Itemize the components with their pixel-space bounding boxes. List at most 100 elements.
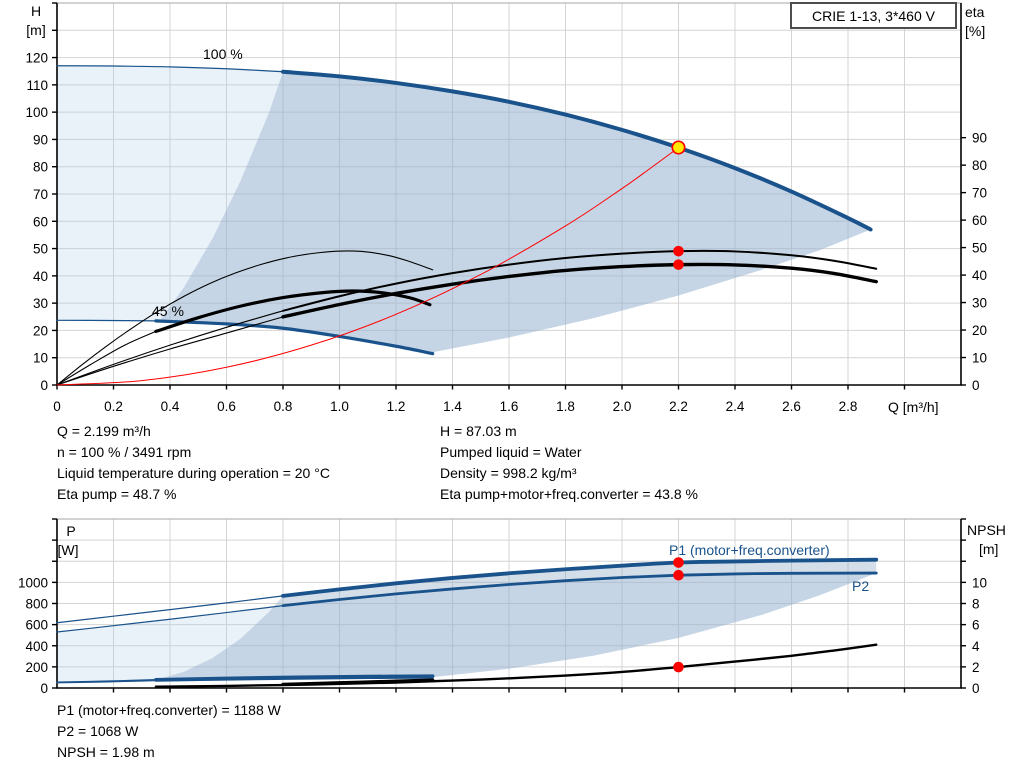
y-right-tick-label: 6 [972,618,980,633]
x-tick-label: 1.8 [556,399,575,414]
curve-eta-total-100pct-thin [56,316,284,386]
power-operating-fill [155,559,877,681]
liquid-temp-text: Liquid temperature during operation = 20… [57,465,330,481]
eta-pump-point[interactable] [673,245,684,257]
y-left-tick-label: 100 [25,105,48,120]
hq-chart: 0 0.2 0.4 0.6 0.8 1.0 1.2 1.4 1.6 1.8 2.0 2.2 2.4 2.6… [25,2,987,415]
y-right-tick-label: 50 [972,241,987,256]
x-tick-label: 0.6 [217,399,236,414]
x-tick-label: 1.2 [387,399,406,414]
p1-point[interactable] [673,557,684,568]
x-tick-label: 2.2 [669,399,688,414]
y-left-axis-title-2: [W] [58,542,79,558]
p1-curve-label: P1 (motor+freq.converter) [669,542,830,558]
y-left-tick-label: 0 [40,681,48,696]
x-tick-label: 0 [53,399,61,414]
duty-flow-text: Q = 2.199 m³/h [57,423,151,439]
y-left-tick-label: 200 [25,660,48,675]
eta-pump-text: Eta pump = 48.7 % [57,486,177,502]
curve-system-curve [56,147,679,386]
y-right-tick-label: 90 [972,131,987,146]
x-tick-label: 0.2 [104,399,123,414]
y-right-axis-title-2: [%] [965,23,985,39]
x-tick-label: 1.0 [330,399,349,414]
x-tick-label: 1.4 [443,399,462,414]
y-left-tick-label: 600 [25,618,48,633]
curve-eta-total-100pct [281,262,878,319]
npsh-point[interactable] [673,661,684,673]
x-tick-label: 2.0 [613,399,632,414]
x-tick-label: 0.4 [161,399,180,414]
curve-h-100pct [281,69,873,232]
y-left-tick-label: 0 [40,378,48,393]
y-left-tick-label: 40 [33,269,48,284]
y-left-axis-title-1: P [66,523,75,539]
y-right-tick-label: 60 [972,213,987,228]
y-right-axis-title-1: eta [965,4,985,20]
y-left-tick-label: 60 [33,214,48,229]
curve-p1-100pct [281,557,879,598]
y-right-axis-title-1: NPSH [967,522,1006,538]
speed-envelope-fill [57,65,871,353]
density-text: Density = 998.2 kg/m³ [440,465,577,481]
y-right-tick-label: 40 [972,268,987,283]
p2-value-text: P2 = 1068 W [57,723,139,739]
x-tick-label: 2.6 [782,399,801,414]
curve-p2-100pct-thin [56,605,284,633]
y-left-tick-label: 400 [25,639,48,654]
y-left-tick-label: 80 [33,160,48,175]
curve-eta-pump-100pct-thin [56,310,284,386]
y-left-axis-title-2: [m] [26,22,45,38]
y-left-tick-label: 20 [33,323,48,338]
eta-total-text: Eta pump+motor+freq.converter = 43.8 % [440,486,698,502]
y-right-tick-label: 20 [972,323,987,338]
x-axis-title: Q [m³/h] [888,399,939,415]
p1-value-text: P1 (motor+freq.converter) = 1188 W [57,702,281,718]
duty-head-text: H = 87.03 m [440,423,517,439]
x-tick-label: 1.6 [500,399,519,414]
y-left-tick-label: 10 [33,351,48,366]
curve-p2-100pct [281,571,878,608]
y-right-tick-label: 30 [972,296,987,311]
curve-eta-total-45pct [154,289,432,334]
y-right-axis-title-2: [m] [979,541,998,557]
p2-curve-label: P2 [852,578,869,594]
pump-model-badge: CRIE 1-13, 3*460 V [790,2,957,29]
speed-45pct-label: 45 % [152,303,184,319]
y-left-tick-label: 90 [33,132,48,147]
x-tick-label: 0.8 [274,399,293,414]
duty-point[interactable] [671,140,686,155]
curve-npsh [154,643,878,688]
pump-model-label: CRIE 1-13, 3*460 V [812,7,935,24]
y-right-tick-label: 4 [972,639,980,654]
y-right-tick-label: 2 [972,660,980,675]
y-left-tick-label: 120 [25,51,48,66]
curve-h-45pct [154,319,435,356]
y-left-tick-label: 110 [26,78,48,93]
curve-eta-pump-100pct [282,249,878,312]
y-left-tick-label: 70 [33,187,48,202]
power-envelope-fill [57,573,877,683]
speed-text: n = 100 % / 3491 rpm [57,444,192,460]
y-left-tick-label: 50 [33,242,48,257]
p2-point[interactable] [673,569,684,581]
curve-h-100pct-thin [56,65,284,73]
pumped-liquid-text: Pumped liquid = Water [440,444,582,460]
y-right-tick-label: 80 [972,158,987,173]
power-npsh-chart: 0 200 400 600 800 1000 0 2 4 6 8 10 P [W] NPSH [m] P1 (m… [18,518,1006,696]
y-left-tick-label: 30 [33,296,48,311]
y-left-tick-label: 800 [25,597,48,612]
y-right-tick-label: 10 [972,351,987,366]
y-right-tick-label: 10 [972,575,987,590]
npsh-value-text: NPSH = 1.98 m [57,744,155,760]
eta-total-point[interactable] [673,259,684,270]
y-right-tick-label: 70 [972,186,987,201]
y-left-axis-title-1: H [31,3,41,19]
x-tick-label: 2.8 [839,399,858,414]
curve-h-45pct-thin [56,319,157,322]
operating-range-fill [158,71,871,353]
curve-p2-45pct-thin [56,680,157,684]
y-right-tick-label: 8 [972,597,980,612]
